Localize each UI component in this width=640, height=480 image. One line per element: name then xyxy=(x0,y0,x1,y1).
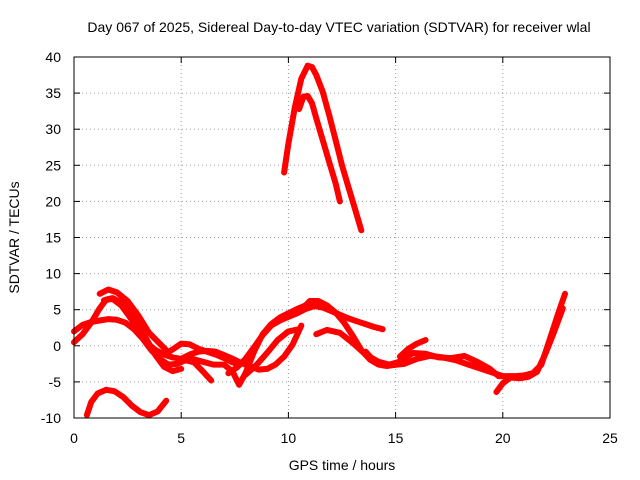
x-tick-label: 20 xyxy=(495,430,511,446)
series-line-track-m xyxy=(281,62,365,234)
y-tick-label: 40 xyxy=(45,49,61,65)
series-line-track-j xyxy=(396,337,429,360)
x-tick-label: 0 xyxy=(70,430,78,446)
x-axis-label: GPS time / hours xyxy=(289,457,396,473)
y-tick-label: 25 xyxy=(45,157,61,173)
y-tick-label: 15 xyxy=(45,230,61,246)
series-line-track-d xyxy=(101,295,305,373)
y-tick-label: 35 xyxy=(45,85,61,101)
y-tick-label: 10 xyxy=(45,266,61,282)
y-tick-label: 30 xyxy=(45,121,61,137)
series-line-track-n xyxy=(296,93,343,205)
tick-layer: 0 5 10 15 20 25 -10 -5 0 5 10 15 20 25 30 35 40 xyxy=(41,49,618,446)
series-line-track-g xyxy=(242,326,303,378)
series-line-track-i xyxy=(362,290,568,380)
y-tick-label: -5 xyxy=(49,374,62,390)
series-line-track-l xyxy=(83,386,170,419)
series-layer xyxy=(71,62,568,419)
x-tick-label: 5 xyxy=(177,430,185,446)
chart-title: Day 067 of 2025, Sidereal Day-to-day VTE… xyxy=(87,19,590,35)
series-line-track-k xyxy=(493,373,515,395)
y-tick-label: 20 xyxy=(45,193,61,209)
x-tick-label: 15 xyxy=(388,430,404,446)
x-tick-label: 25 xyxy=(602,430,618,446)
y-axis-label: SDTVAR / TECUs xyxy=(6,181,22,293)
series-line-track-f xyxy=(225,303,386,377)
y-tick-label: -10 xyxy=(41,410,61,426)
x-tick-label: 10 xyxy=(281,430,297,446)
y-tick-label: 0 xyxy=(53,338,61,354)
y-tick-label: 5 xyxy=(53,302,61,318)
